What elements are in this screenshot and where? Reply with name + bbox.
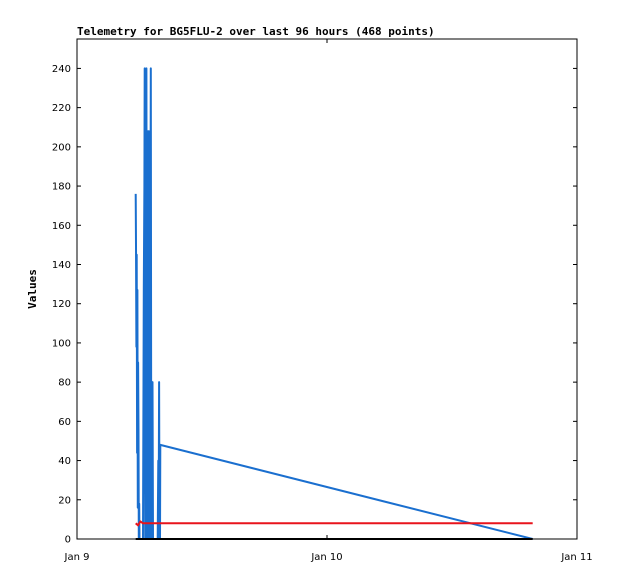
y-tick-label: 20 (58, 495, 71, 506)
y-tick-label: 0 (65, 535, 71, 546)
y-tick-label: 100 (52, 338, 71, 349)
x-tick-label: Jan 10 (310, 552, 342, 563)
y-tick-label: 180 (52, 182, 71, 193)
series-line-2 (135, 520, 533, 527)
y-tick-label: 80 (58, 378, 71, 389)
x-tick-label: Jan 11 (560, 552, 592, 563)
chart-title: Telemetry for BG5FLU-2 over last 96 hour… (77, 25, 435, 38)
y-tick-label: 40 (58, 456, 71, 467)
y-axis-label: Values (26, 269, 39, 309)
x-axis: Jan 9 Jan 10 Jan 11 (64, 39, 593, 563)
series-layer (134, 67, 533, 540)
y-tick-label: 140 (52, 260, 71, 271)
y-tick-label: 240 (52, 64, 71, 75)
y-tick-label: 200 (52, 142, 71, 153)
y-axis: 0 20 40 60 80 100 120 140 160 180 200 220 240 (52, 64, 577, 546)
y-tick-label: 160 (52, 221, 71, 232)
y-tick-label: 220 (52, 103, 71, 114)
x-tick-label: Jan 9 (64, 552, 90, 563)
y-tick-label: 60 (58, 417, 71, 428)
series-line-1 (134, 67, 533, 540)
y-tick-label: 120 (52, 299, 71, 310)
